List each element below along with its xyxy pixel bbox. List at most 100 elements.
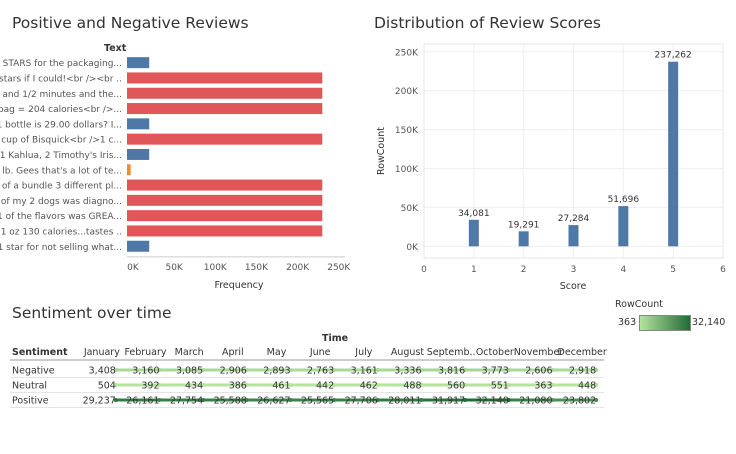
- series-point: [157, 383, 162, 387]
- bar: [127, 118, 150, 130]
- plot-frame: [423, 43, 724, 259]
- y-tick-label: 200K: [395, 87, 419, 97]
- series-point: [113, 398, 118, 402]
- value-label: 29,237: [83, 396, 116, 407]
- sentiment-column-header: Time: [322, 333, 349, 344]
- bar: [127, 194, 323, 206]
- x-tick-label: 150K: [245, 263, 269, 273]
- y-tick-label: 100K: [395, 165, 419, 175]
- y-axis-title: RowCount: [376, 127, 387, 175]
- bar: [127, 87, 323, 99]
- category-label: 1 of the flavors was GREA...: [0, 212, 122, 222]
- x-axis-title: Score: [560, 281, 587, 292]
- series-point: [201, 383, 206, 387]
- value-label: 386: [229, 381, 247, 392]
- value-label: 27,754: [170, 396, 203, 407]
- category-label: 1 lb. Gees that's a lot of te...: [0, 166, 122, 176]
- reviews-bar-chart: 0 STARS for the packaging... 0 stars if I…: [0, 57, 351, 291]
- data-label: 237,262: [655, 51, 692, 61]
- bar: [618, 206, 629, 247]
- value-label: 3,336: [394, 366, 421, 377]
- bar: [127, 210, 323, 222]
- x-tick-label: 2: [521, 265, 527, 275]
- value-label: 488: [403, 381, 421, 392]
- category-label: 0 STARS for the packaging...: [0, 59, 122, 69]
- x-tick-label: 100K: [204, 263, 228, 273]
- value-label: 392: [141, 381, 159, 392]
- series-point: [419, 398, 424, 402]
- month-header: July: [354, 347, 372, 358]
- data-label: 19,291: [508, 220, 540, 230]
- value-label: 448: [578, 381, 596, 392]
- value-label: 560: [447, 381, 465, 392]
- series-point: [375, 383, 380, 387]
- series-point: [288, 398, 293, 402]
- category-label: 1 Kahlua, 2 Timothy's Iris...: [0, 151, 122, 161]
- category-label: 1 bag = 204 calories<br />...: [0, 105, 122, 115]
- series-point: [419, 383, 424, 387]
- legend-min-label: 363: [618, 317, 637, 328]
- value-label: 3,161: [351, 366, 378, 377]
- x-tick-label: 3: [571, 265, 577, 275]
- series-point: [244, 368, 249, 372]
- series-point: [288, 368, 293, 372]
- x-tick-label: 250K: [327, 263, 351, 273]
- value-label: 442: [316, 381, 334, 392]
- category-label: 1 star for not selling what...: [0, 243, 122, 253]
- legend-max-label: 32,140: [692, 317, 726, 328]
- category-label: 0 stars if I could!<br /><br ..: [0, 74, 122, 84]
- month-header: November: [514, 347, 564, 358]
- series-point: [244, 383, 249, 387]
- series-point: [550, 398, 555, 402]
- value-label: 26,627: [257, 396, 290, 407]
- scores-chart-title: Distribution of Review Scores: [374, 14, 601, 32]
- bar: [468, 219, 479, 247]
- value-label: 2,918: [569, 366, 596, 377]
- series-point: [332, 368, 337, 372]
- value-label: 3,816: [438, 366, 465, 377]
- series-point: [550, 368, 555, 372]
- x-tick-label: 4: [620, 265, 626, 275]
- value-label: 3,085: [176, 366, 203, 377]
- series-point: [157, 398, 162, 402]
- value-label: 434: [185, 381, 203, 392]
- bar: [127, 72, 323, 84]
- value-label: 2,906: [220, 366, 247, 377]
- series-point: [506, 368, 511, 372]
- x-tick-label: 5: [670, 265, 676, 275]
- category-label: 1 cup of Bisquick<br />1 c...: [0, 136, 122, 146]
- bar: [127, 179, 323, 191]
- data-label: 27,284: [558, 214, 590, 224]
- value-label: 504: [98, 381, 116, 392]
- legend-gradient: [639, 315, 691, 331]
- scores-bar-chart: 0K 50K 100K 150K 200K 250K 0 1 2 3 4 5 6 34,081 19,291…: [376, 43, 726, 292]
- x-tick-label: 6: [720, 265, 726, 275]
- value-label: 363: [534, 381, 552, 392]
- x-axis-title: Frequency: [214, 280, 263, 291]
- series-point: [288, 383, 293, 387]
- value-label: 23,802: [563, 396, 596, 407]
- bar: [668, 61, 679, 247]
- value-label: 2,763: [307, 366, 334, 377]
- value-label: 32,140: [476, 396, 509, 407]
- data-label: 34,081: [458, 209, 490, 219]
- sentiment-row-label: Positive: [12, 396, 49, 407]
- value-label: 25,565: [301, 396, 334, 407]
- series-point: [463, 398, 468, 402]
- value-label: 3,160: [132, 366, 159, 377]
- bar: [127, 240, 150, 252]
- series-point: [375, 368, 380, 372]
- month-header: February: [124, 347, 166, 358]
- series-point: [332, 398, 337, 402]
- x-tick-label: 200K: [286, 263, 310, 273]
- month-header: May: [267, 347, 287, 358]
- y-tick-label: 150K: [395, 126, 419, 136]
- month-header: March: [175, 347, 204, 358]
- series-point: [506, 383, 511, 387]
- sentiment-row-header: Sentiment: [12, 347, 68, 358]
- value-label: 28,011: [388, 396, 421, 407]
- bar: [127, 225, 323, 237]
- series-point: [375, 398, 380, 402]
- month-header: April: [222, 347, 244, 358]
- series-point: [506, 398, 511, 402]
